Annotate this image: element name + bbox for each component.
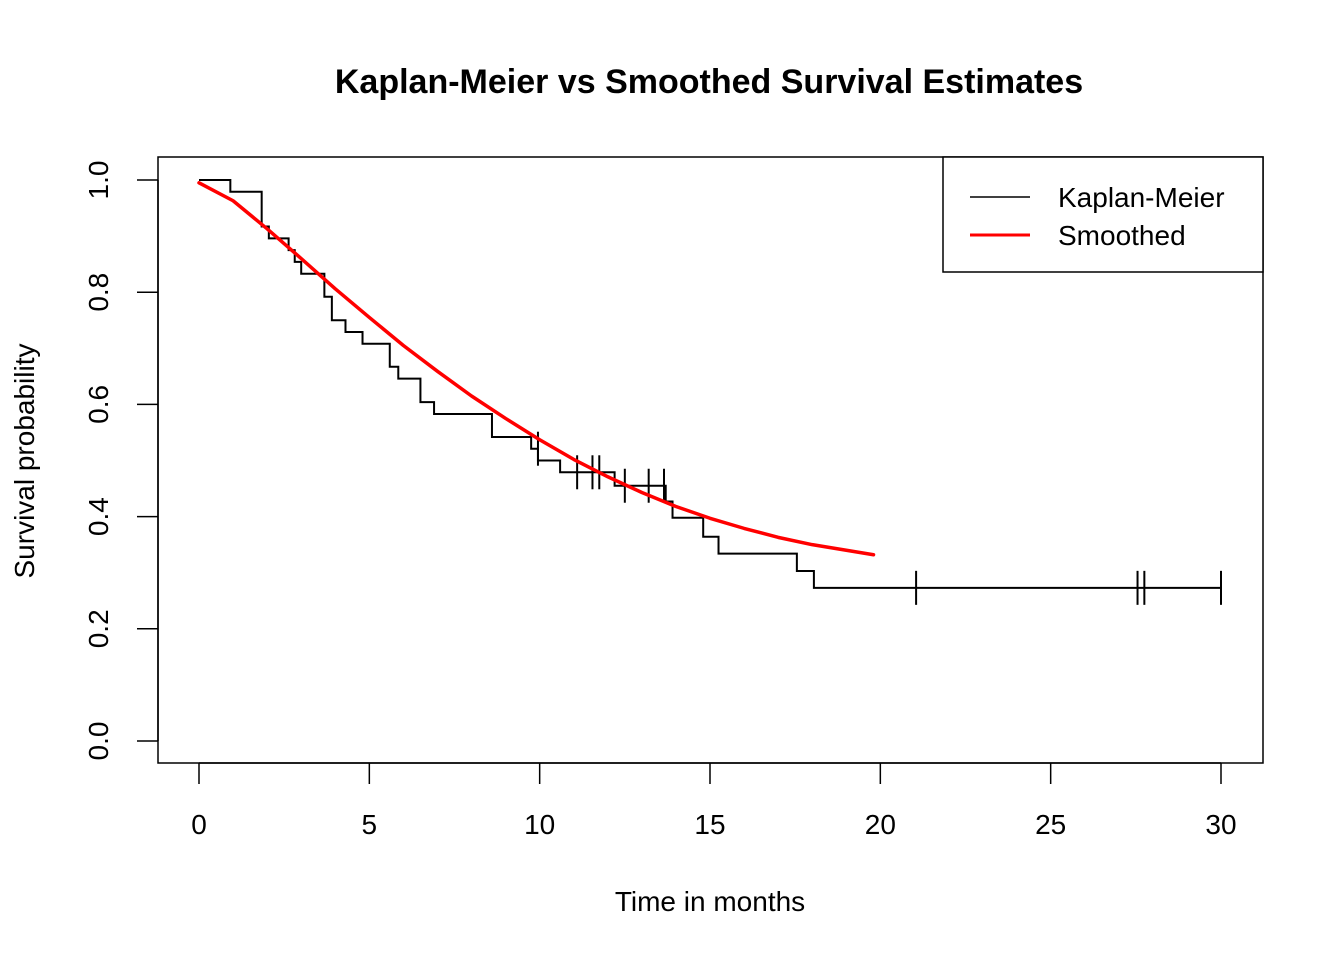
y-tick-label: 0.8 bbox=[83, 273, 114, 312]
x-tick-label: 15 bbox=[694, 809, 725, 840]
x-tick-label: 10 bbox=[524, 809, 555, 840]
axes-layer: 0 5 10 15 20 25 30 0.0 0.2 0.4 0.6 0.8 1.0 bbox=[83, 156, 1264, 840]
y-tick-label: 0.4 bbox=[83, 497, 114, 536]
legend-smoothed-label: Smoothed bbox=[1058, 220, 1186, 251]
y-tick-label: 0.2 bbox=[83, 609, 114, 648]
y-tick-label: 0.0 bbox=[83, 722, 114, 761]
x-tick-label: 5 bbox=[362, 809, 378, 840]
x-tick-label: 0 bbox=[191, 809, 207, 840]
y-axis-label: Survival probability bbox=[9, 344, 40, 579]
y-tick-label: 1.0 bbox=[83, 161, 114, 200]
y-tick-label: 0.6 bbox=[83, 385, 114, 424]
legend-layer: Kaplan-Meier Smoothed bbox=[942, 156, 1264, 273]
x-tick-label: 20 bbox=[865, 809, 896, 840]
legend-kaplan-meier-label: Kaplan-Meier bbox=[1058, 182, 1225, 213]
series-layer bbox=[197, 179, 1222, 605]
x-tick-label: 30 bbox=[1205, 809, 1236, 840]
chart-title: Kaplan-Meier vs Smoothed Survival Estima… bbox=[335, 63, 1083, 101]
x-tick-label: 25 bbox=[1035, 809, 1066, 840]
legend-box bbox=[942, 156, 1264, 273]
x-axis-label: Time in months bbox=[615, 886, 805, 917]
smoothed-line bbox=[197, 181, 876, 557]
